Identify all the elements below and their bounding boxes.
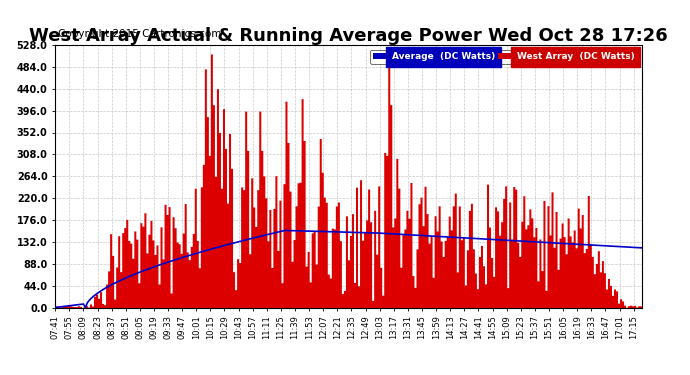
Title: West Array Actual & Running Average Power Wed Oct 28 17:26: West Array Actual & Running Average Powe… — [29, 27, 668, 45]
Text: Copyright 2015 Cartronics.com: Copyright 2015 Cartronics.com — [58, 29, 221, 39]
Legend: Average  (DC Watts), West Array  (DC Watts): Average (DC Watts), West Array (DC Watts… — [370, 50, 637, 64]
